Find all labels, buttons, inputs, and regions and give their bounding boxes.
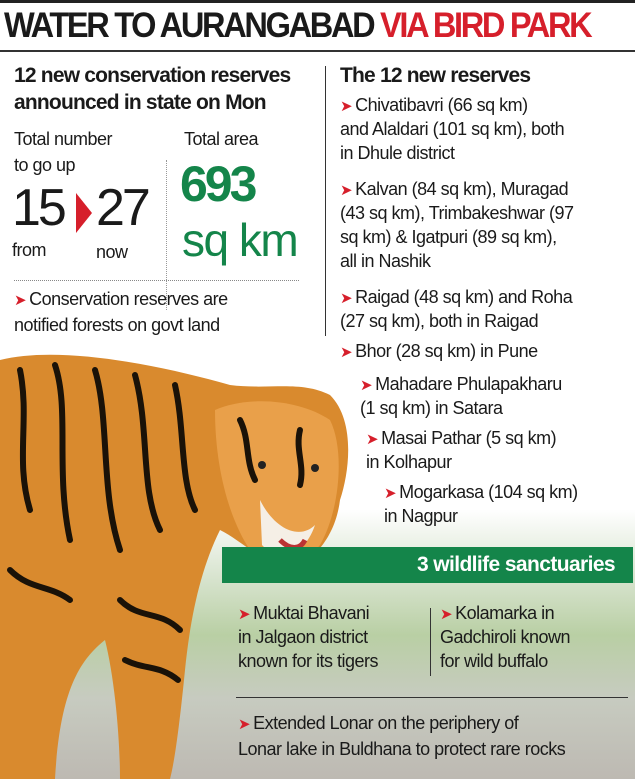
list-item-text: (43 sq km), Trimbakeshwar (97 <box>340 203 574 223</box>
red-arrow-icon: ➤ <box>340 182 353 199</box>
list-item-line: ➤ Raigad (48 sq km) and Roha <box>340 284 573 312</box>
list-item-text: known for its tigers <box>238 651 379 671</box>
top-rule <box>0 0 635 3</box>
red-arrow-icon: ➤ <box>384 485 397 502</box>
list-item-text: Chivatibavri (66 sq km) <box>355 95 528 115</box>
list-item-line: in Dhule district <box>340 140 455 166</box>
list-item-text: Kolamarka in <box>455 603 555 623</box>
total-area-label: Total area <box>184 129 259 149</box>
list-item-line: ➤ Kalvan (84 sq km), Muragad <box>340 176 569 204</box>
list-item-line: (1 sq km) in Satara <box>360 395 503 421</box>
list-item-line: ➤ Extended Lonar on the periphery of <box>238 710 519 738</box>
list-item-line: ➤ Bhor (28 sq km) in Pune <box>340 338 538 366</box>
list-item-text: in Dhule district <box>340 143 455 163</box>
red-arrow-icon: ➤ <box>440 606 453 623</box>
red-arrow-icon: ➤ <box>340 344 353 361</box>
list-item-line: ➤ Masai Pathar (5 sq km) <box>366 425 557 453</box>
headline: WATER TO AURANGABAD VIA BIRD PARK <box>4 6 593 46</box>
red-arrow-icon: ➤ <box>360 377 373 394</box>
list-item-text: sq km) & Igatpuri (89 sq km), <box>340 227 557 247</box>
list-item-line: sq km) & Igatpuri (89 sq km), <box>340 224 557 250</box>
total-number-label2: to go up <box>14 155 76 175</box>
list-item-text: in Nagpur <box>384 506 458 526</box>
list-item-line: in Nagpur <box>384 503 458 529</box>
list-item-text: (27 sq km), both in Raigad <box>340 311 539 331</box>
red-arrow-icon: ➤ <box>238 606 251 623</box>
list-item-line: (43 sq km), Trimbakeshwar (97 <box>340 200 574 226</box>
note-line1: ➤ Conservation reserves are <box>14 286 228 314</box>
sanctuary-rule <box>236 697 628 698</box>
stat-divider <box>166 160 167 310</box>
list-item-line: known for its tigers <box>238 648 379 674</box>
list-item-text: Lonar lake in Buldhana to protect rare r… <box>238 739 566 759</box>
sanctuaries-banner: 3 wildlife sanctuaries <box>222 547 633 583</box>
list-item-text: Bhor (28 sq km) in Pune <box>355 341 538 361</box>
tiger-photo <box>0 354 349 779</box>
list-item-line: ➤ Muktai Bhavani <box>238 600 370 628</box>
red-arrow-icon: ➤ <box>238 716 251 733</box>
list-item-text: all in Nashik <box>340 251 431 271</box>
list-item-line: for wild buffalo <box>440 648 548 674</box>
now-label: now <box>96 242 128 262</box>
list-item-line: Gadchiroli known <box>440 624 571 650</box>
headline-part1: WATER TO AURANGABAD <box>4 6 376 45</box>
list-item-line: in Jalgaon district <box>238 624 368 650</box>
list-item-text: for wild buffalo <box>440 651 548 671</box>
list-item-line: in Kolhapur <box>366 449 452 475</box>
total-area-value: 693 <box>180 156 257 212</box>
list-item-text: Muktai Bhavani <box>253 603 370 623</box>
dotted-separator <box>14 280 299 281</box>
list-item-line: and Alaldari (101 sq km), both <box>340 116 565 142</box>
sanctuary-divider <box>430 608 431 676</box>
note-text: Conservation reserves are <box>29 289 228 309</box>
list-item-text: Kalvan (84 sq km), Muragad <box>355 179 569 199</box>
red-arrow-icon: ➤ <box>340 98 353 115</box>
total-area-unit: sq km <box>182 214 299 266</box>
list-item-text: in Kolhapur <box>366 452 452 472</box>
column-divider <box>325 66 326 336</box>
left-heading-line1: 12 new conservation reserves <box>14 64 291 87</box>
list-item-text: Raigad (48 sq km) and Roha <box>355 287 573 307</box>
red-triangle-icon <box>76 193 92 233</box>
list-item-line: ➤ Mahadare Phulapakharu <box>360 371 562 399</box>
list-item-text: Extended Lonar on the periphery of <box>253 713 519 733</box>
headline-rule <box>0 50 635 52</box>
list-item-text: in Jalgaon district <box>238 627 368 647</box>
list-item-text: Gadchiroli known <box>440 627 571 647</box>
list-item-line: all in Nashik <box>340 248 431 274</box>
list-item-text: Mogarkasa (104 sq km) <box>399 482 578 502</box>
right-heading: The 12 new reserves <box>340 64 531 87</box>
from-label: from <box>12 240 47 260</box>
red-arrow-icon: ➤ <box>366 431 379 448</box>
list-item-line: (27 sq km), both in Raigad <box>340 308 539 334</box>
list-item-line: ➤ Chivatibavri (66 sq km) <box>340 92 528 120</box>
from-value: 15 <box>12 179 67 237</box>
left-heading-line2: announced in state on Mon <box>14 91 267 114</box>
headline-part2: VIA BIRD PARK <box>380 6 593 45</box>
red-arrow-icon: ➤ <box>14 292 27 309</box>
list-item-line: Lonar lake in Buldhana to protect rare r… <box>238 736 566 762</box>
list-item-line: ➤ Kolamarka in <box>440 600 555 628</box>
list-item-text: (1 sq km) in Satara <box>360 398 503 418</box>
list-item-text: Mahadare Phulapakharu <box>375 374 562 394</box>
red-arrow-icon: ➤ <box>340 290 353 307</box>
note-line2: notified forests on govt land <box>14 315 220 335</box>
now-value: 27 <box>96 179 151 237</box>
total-number-label: Total number <box>14 129 113 149</box>
list-item-line: ➤ Mogarkasa (104 sq km) <box>384 479 578 507</box>
list-item-text: Masai Pathar (5 sq km) <box>381 428 557 448</box>
list-item-text: and Alaldari (101 sq km), both <box>340 119 565 139</box>
